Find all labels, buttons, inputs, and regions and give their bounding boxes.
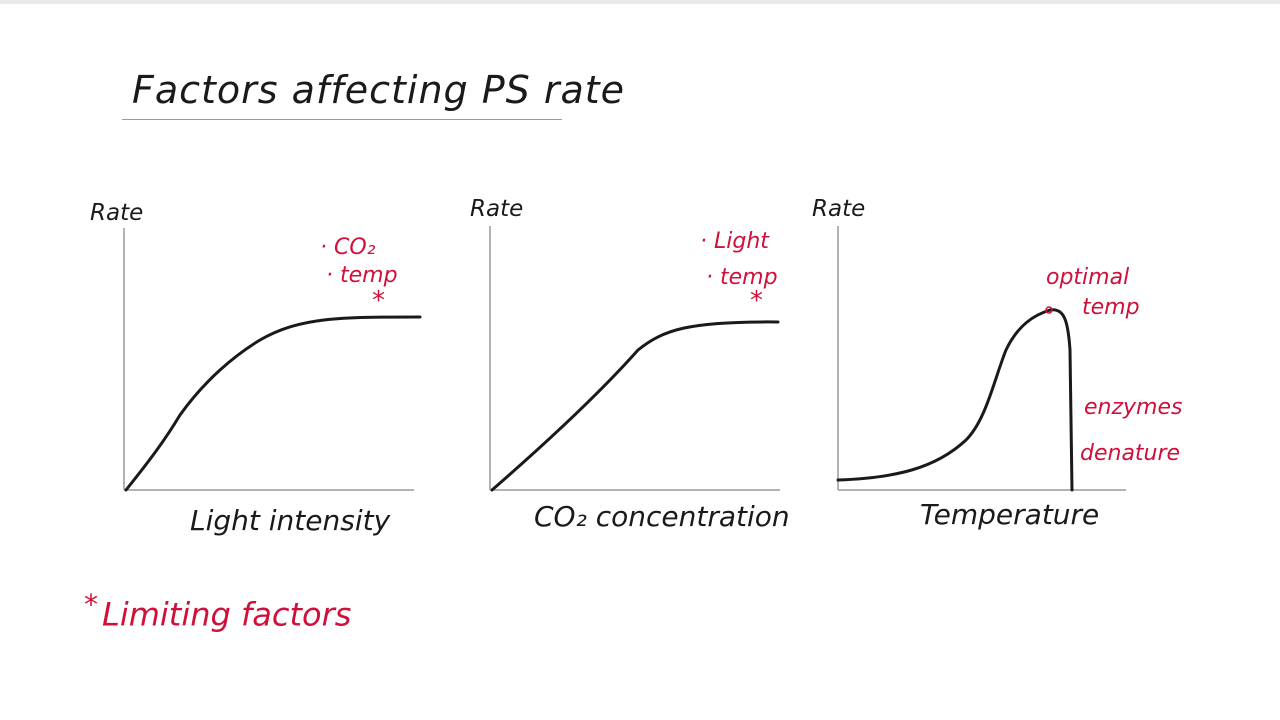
annotation-temp: · temp <box>326 263 398 288</box>
limiting-factor-star: * <box>372 286 385 316</box>
annotation-light: · Light <box>700 229 769 254</box>
x-axis-label: CO₂ concentration <box>534 500 790 533</box>
graph-co2-concentration: Rate CO₂ concentration · Light · temp * <box>448 190 808 550</box>
limiting-factor-star: * <box>750 286 763 316</box>
graph-light-intensity-plot <box>123 228 422 492</box>
page-title: Factors affecting PS rate <box>132 68 626 112</box>
graph-light-intensity: Rate Light intensity · CO₂ · temp * <box>80 190 440 550</box>
footnote: * Limiting factors <box>84 588 351 634</box>
y-axis-label: Rate <box>812 196 866 222</box>
annotation-denature: denature <box>1080 441 1181 466</box>
y-axis-label: Rate <box>470 196 524 222</box>
x-axis-label: Temperature <box>920 498 1100 531</box>
annotation-enzymes: enzymes <box>1084 395 1183 420</box>
annotation-co2: · CO₂ <box>320 235 376 260</box>
graph-co2-plot <box>489 226 780 492</box>
x-axis-label: Light intensity <box>190 504 391 537</box>
footnote-asterisk: * <box>84 588 98 621</box>
annotation-temp: temp <box>1082 295 1140 320</box>
y-axis-label: Rate <box>90 200 144 226</box>
top-border <box>0 0 1280 4</box>
graph-temperature: Rate Temperature optimal temp enzymes de… <box>806 190 1206 550</box>
title-underline <box>122 119 562 120</box>
annotation-optimal: optimal <box>1046 265 1130 290</box>
footnote-text: Limiting factors <box>102 595 352 634</box>
optimal-point <box>1045 306 1053 314</box>
rate-curve <box>490 320 780 492</box>
rate-curve <box>124 315 422 492</box>
annotation-temp: · temp <box>706 265 778 290</box>
rate-curve <box>836 308 1074 492</box>
graph-temperature-plot <box>836 226 1126 492</box>
